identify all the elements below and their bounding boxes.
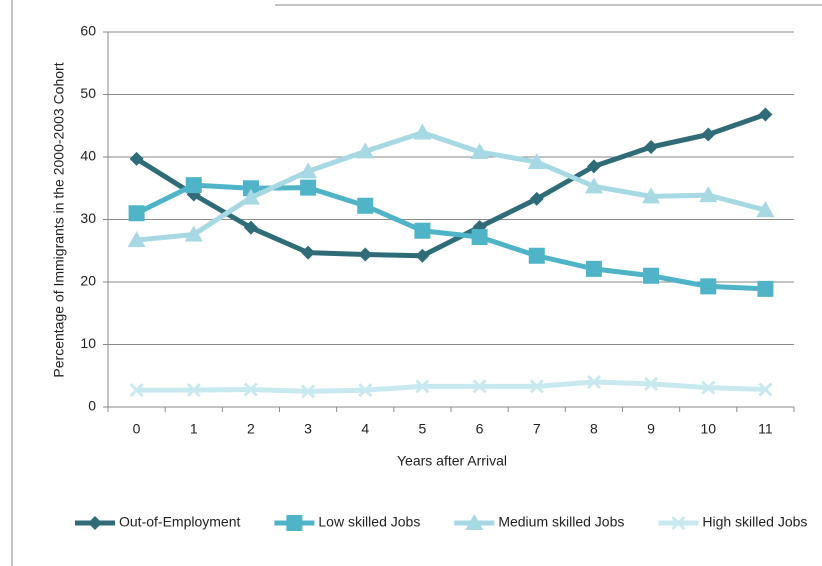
marker (757, 280, 774, 297)
legend-label: Low skilled Jobs (318, 514, 420, 530)
marker (243, 220, 258, 235)
marker (358, 383, 373, 398)
x-tick-label: 8 (590, 421, 598, 437)
marker (241, 188, 260, 205)
marker (586, 159, 601, 174)
series-line (136, 379, 766, 394)
y-axis-title: Percentage of Immigrants in the 2000-200… (51, 62, 67, 377)
marker (643, 267, 660, 284)
marker (465, 514, 484, 530)
marker (671, 515, 686, 531)
marker (356, 142, 375, 159)
y-tick-label: 50 (80, 85, 96, 101)
marker (644, 376, 659, 391)
marker (186, 383, 201, 398)
x-tick-label: 5 (419, 421, 427, 437)
x-tick-label: 10 (700, 421, 716, 437)
marker (300, 179, 317, 196)
marker (470, 143, 489, 159)
marker (699, 186, 718, 203)
y-tick-label: 30 (80, 210, 96, 226)
y-tick-label: 20 (80, 273, 96, 289)
marker (415, 248, 430, 263)
marker (88, 516, 102, 530)
marker (242, 180, 259, 197)
y-tick-label: 60 (80, 23, 96, 39)
marker (129, 383, 144, 398)
x-tick-label: 9 (647, 421, 655, 437)
marker (529, 379, 544, 394)
marker (528, 247, 545, 264)
y-tick-label: 0 (88, 398, 96, 414)
marker (585, 260, 602, 277)
marker (701, 127, 716, 142)
y-tick-label: 40 (80, 148, 96, 164)
legend-label: Medium skilled Jobs (498, 514, 624, 530)
marker (756, 201, 775, 218)
marker (701, 380, 716, 395)
x-tick-label: 11 (758, 421, 773, 437)
marker (527, 153, 546, 169)
marker (414, 222, 431, 239)
marker (299, 162, 318, 179)
x-tick-label: 4 (361, 421, 369, 437)
marker (128, 205, 145, 222)
series-line (136, 130, 767, 243)
marker (472, 379, 487, 394)
marker (358, 247, 373, 262)
marker (185, 177, 202, 194)
marker (471, 229, 488, 245)
marker (644, 140, 659, 154)
marker (301, 245, 316, 260)
marker (184, 225, 203, 242)
marker (415, 379, 430, 394)
marker (758, 107, 773, 122)
marker (129, 151, 144, 166)
x-tick-label: 0 (133, 421, 141, 437)
x-tick-label: 2 (247, 421, 255, 437)
marker (700, 278, 717, 295)
series-line (135, 182, 766, 292)
series-line (135, 112, 767, 259)
y-tick-label: 10 (80, 335, 96, 351)
x-tick-label: 7 (533, 421, 541, 437)
marker (286, 515, 303, 531)
x-tick-label: 3 (304, 421, 312, 437)
marker (413, 123, 432, 140)
marker (642, 187, 661, 204)
x-axis-title: Years after Arrival (397, 453, 507, 469)
legend-label: High skilled Jobs (702, 514, 807, 530)
marker (301, 384, 316, 399)
marker (529, 191, 544, 206)
marker (357, 197, 374, 214)
marker (584, 177, 603, 194)
marker (127, 231, 146, 248)
legend-label: Out-of-Employment (119, 514, 240, 530)
marker (586, 374, 601, 390)
x-tick-label: 6 (476, 421, 484, 437)
marker (758, 382, 773, 397)
marker (243, 382, 258, 397)
x-tick-label: 1 (190, 421, 198, 437)
